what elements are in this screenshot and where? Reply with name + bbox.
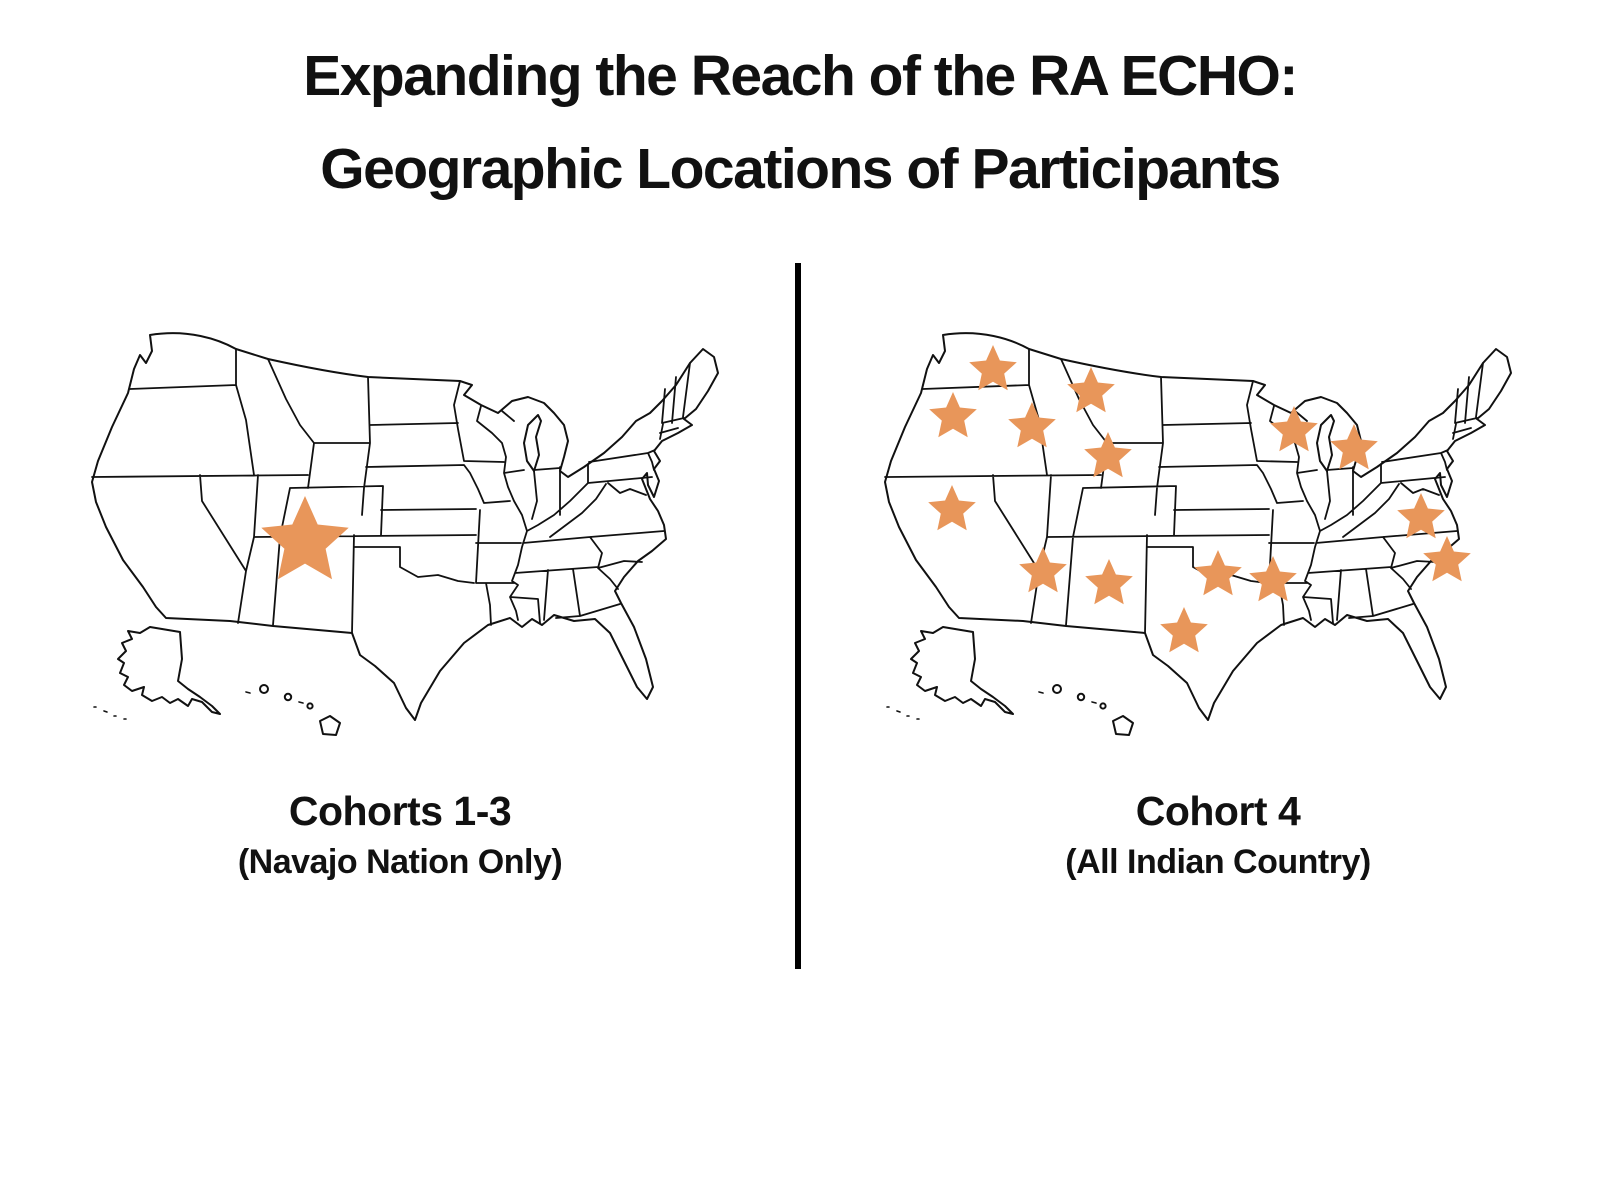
us-map-cohorts-1-3 xyxy=(91,332,719,736)
title-line-2: Geographic Locations of Participants xyxy=(320,137,1281,201)
participant-star-MT xyxy=(1067,367,1115,413)
page-title: Expanding the Reach of the RA ECHO: Geog… xyxy=(0,48,1600,198)
participant-star-NM xyxy=(1085,559,1133,605)
left-stars-layer xyxy=(261,496,349,580)
right-stars-layer xyxy=(928,345,1471,653)
participant-star-VA xyxy=(1397,493,1445,539)
right-caption-subheading: (All Indian Country) xyxy=(1065,843,1371,882)
right-map-panel xyxy=(881,320,1536,745)
left-caption: Cohorts 1-3 (Navajo Nation Only) xyxy=(150,788,650,882)
participant-star-Navajo-Nation-Four-Corners xyxy=(261,496,349,580)
participant-star-NC xyxy=(1423,536,1471,582)
participant-star-WA xyxy=(969,345,1017,391)
participant-star-WY xyxy=(1084,432,1132,478)
us-map-cohort-4 xyxy=(884,332,1512,736)
participant-star-ID xyxy=(1008,402,1056,448)
participant-star-TX xyxy=(1160,607,1208,653)
title-line-1: Expanding the Reach of the RA ECHO: xyxy=(303,44,1298,108)
participant-star-AZ xyxy=(1019,547,1067,593)
left-caption-subheading: (Navajo Nation Only) xyxy=(237,843,563,882)
participant-star-OR xyxy=(929,392,977,438)
left-caption-heading: Cohorts 1-3 xyxy=(288,788,512,834)
participant-star-AR xyxy=(1249,556,1297,602)
left-map-panel xyxy=(88,320,743,745)
right-caption-heading: Cohort 4 xyxy=(1135,788,1301,834)
participant-star-OK xyxy=(1194,550,1242,596)
participant-star-MI xyxy=(1330,424,1378,470)
right-caption: Cohort 4 (All Indian Country) xyxy=(968,788,1468,882)
participant-star-CA xyxy=(928,485,976,531)
participant-star-WI xyxy=(1270,406,1318,452)
panel-divider xyxy=(795,263,801,969)
